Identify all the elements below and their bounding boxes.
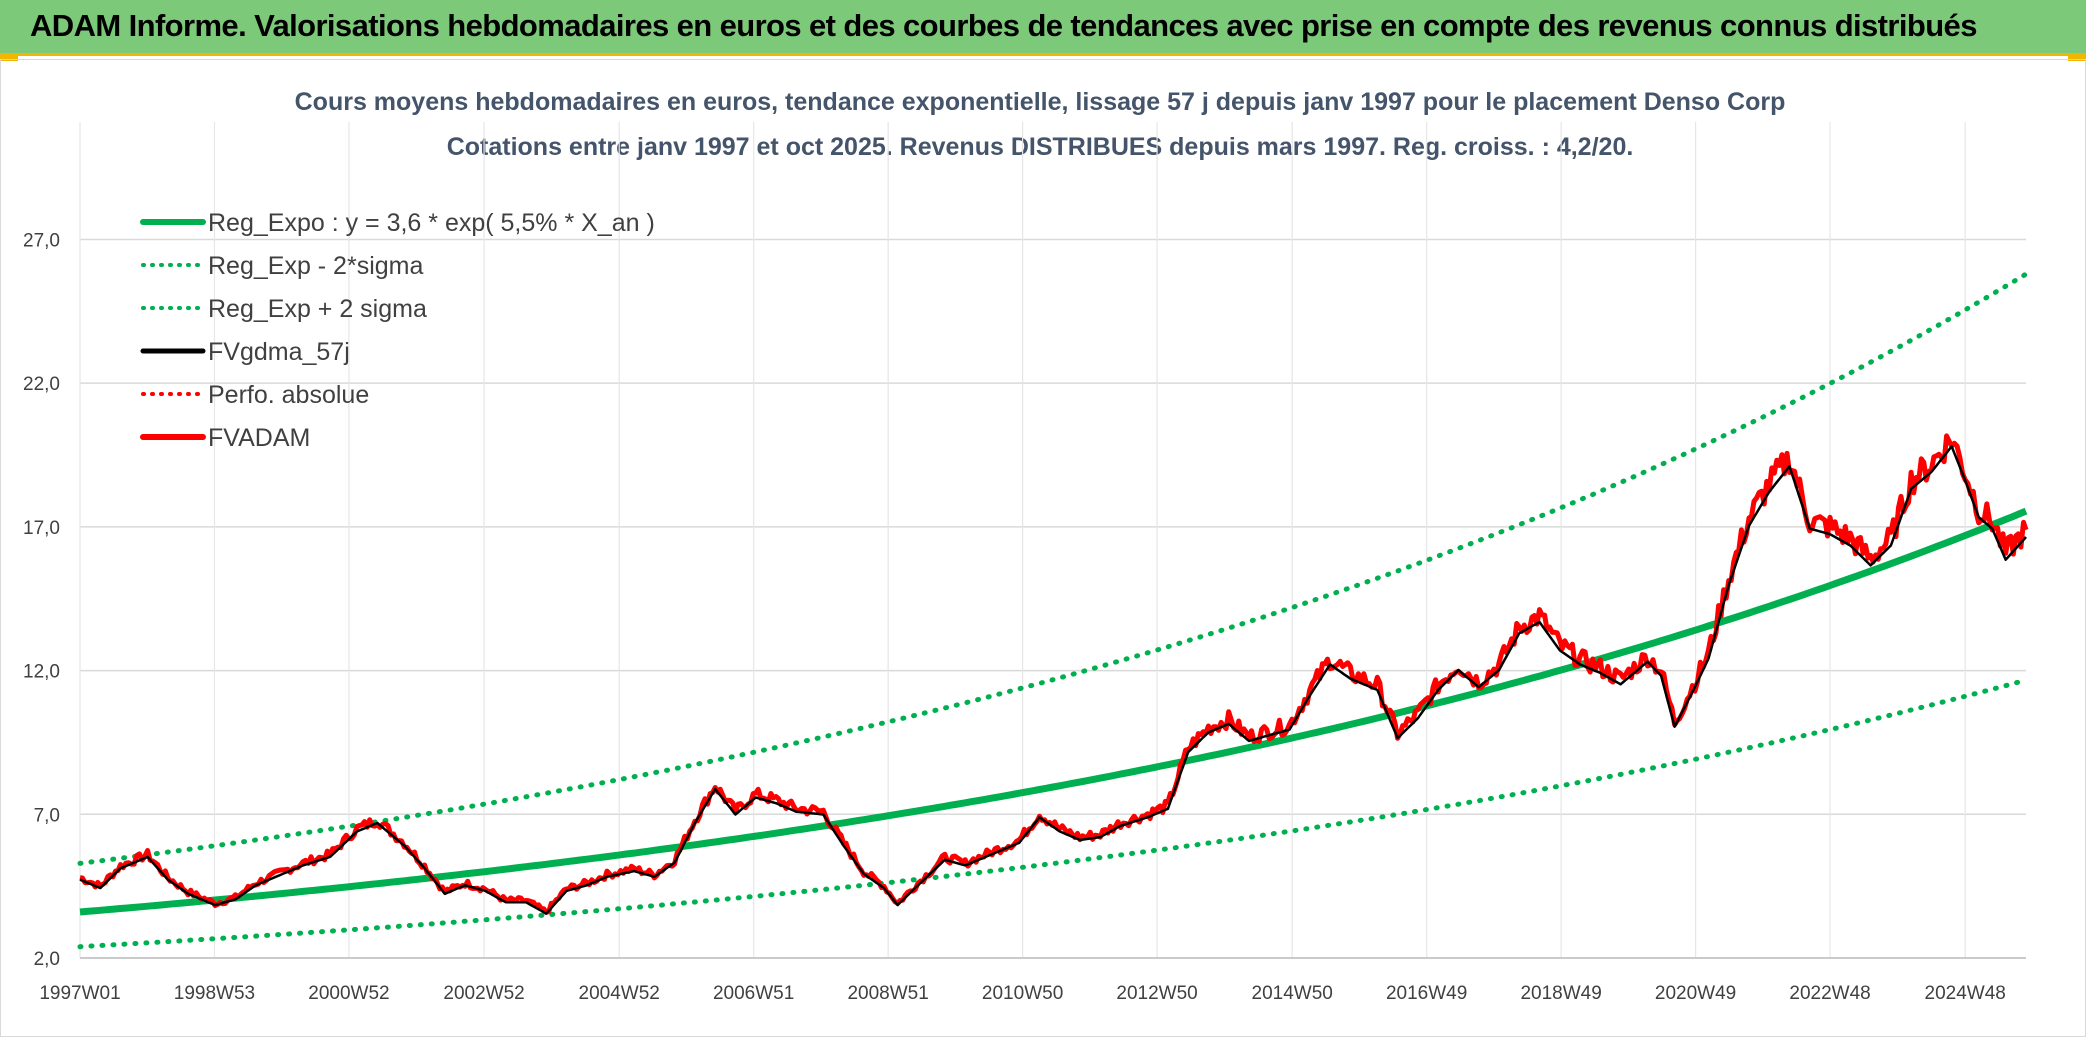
y-tick-label: 22,0	[23, 374, 60, 395]
series-upper-band	[77, 271, 2029, 866]
x-tick-label: 2018W49	[1520, 983, 1601, 1004]
banner-corner-left	[0, 53, 18, 61]
x-tick-label: 2014W50	[1252, 983, 1333, 1004]
y-tick-label: 7,0	[34, 805, 60, 826]
legend-label: Reg_Exp + 2 sigma	[208, 295, 427, 323]
report-title: ADAM Informe. Valorisations hebdomadaire…	[30, 8, 1977, 43]
x-tick-label: 2022W48	[1789, 983, 1870, 1004]
legend: Reg_Expo : y = 3,6 * exp( 5,5% * X_an ) R…	[140, 209, 655, 452]
x-tick-label: 2002W52	[443, 983, 524, 1004]
legend-label: FVADAM	[208, 424, 310, 452]
axis-layer: 2,0 7,0 12,0 17,0 22,0 27,0 1997W01 1998W53 2000…	[23, 230, 2026, 1004]
legend-label: FVgdma_57j	[208, 338, 350, 366]
x-tick-label: 2000W52	[308, 983, 389, 1004]
report-banner: ADAM Informe. Valorisations hebdomadaire…	[0, 0, 2086, 56]
x-tick-label: 2010W50	[982, 983, 1063, 1004]
x-tick-label: 2020W49	[1655, 983, 1736, 1004]
x-tick-label: 2024W48	[1925, 983, 2006, 1004]
x-tick-label: 2004W52	[579, 983, 660, 1004]
series-lower-band	[77, 677, 2029, 950]
y-tick-label: 27,0	[23, 230, 60, 251]
x-tick-label: 1997W01	[39, 983, 120, 1004]
y-tick-label: 2,0	[34, 949, 60, 970]
x-tick-label: 2016W49	[1386, 983, 1467, 1004]
y-tick-label: 12,0	[23, 662, 60, 683]
grid-layer	[79, 122, 2026, 959]
series-layer	[77, 271, 2029, 950]
x-tick-label: 2006W51	[713, 983, 794, 1004]
series-fvgdma-57j	[79, 445, 2027, 915]
chart-title: Cours moyens hebdomadaires en euros, ten…	[295, 88, 1786, 116]
legend-label: Reg_Exp - 2*sigma	[208, 252, 423, 280]
banner-corner-right	[2068, 53, 2086, 61]
series-fvadam	[79, 433, 2029, 915]
legend-label: Perfo. absolue	[208, 381, 369, 409]
x-tick-label: 1998W53	[174, 983, 255, 1004]
legend-label: Reg_Expo : y = 3,6 * exp( 5,5% * X_an )	[208, 209, 655, 237]
x-tick-label: 2012W50	[1116, 983, 1197, 1004]
y-tick-label: 17,0	[23, 518, 60, 539]
x-tick-label: 2008W51	[847, 983, 928, 1004]
series-reg-expo	[79, 507, 2028, 916]
chart-subtitle: Cotations entre janv 1997 et oct 2025. R…	[447, 133, 1634, 161]
